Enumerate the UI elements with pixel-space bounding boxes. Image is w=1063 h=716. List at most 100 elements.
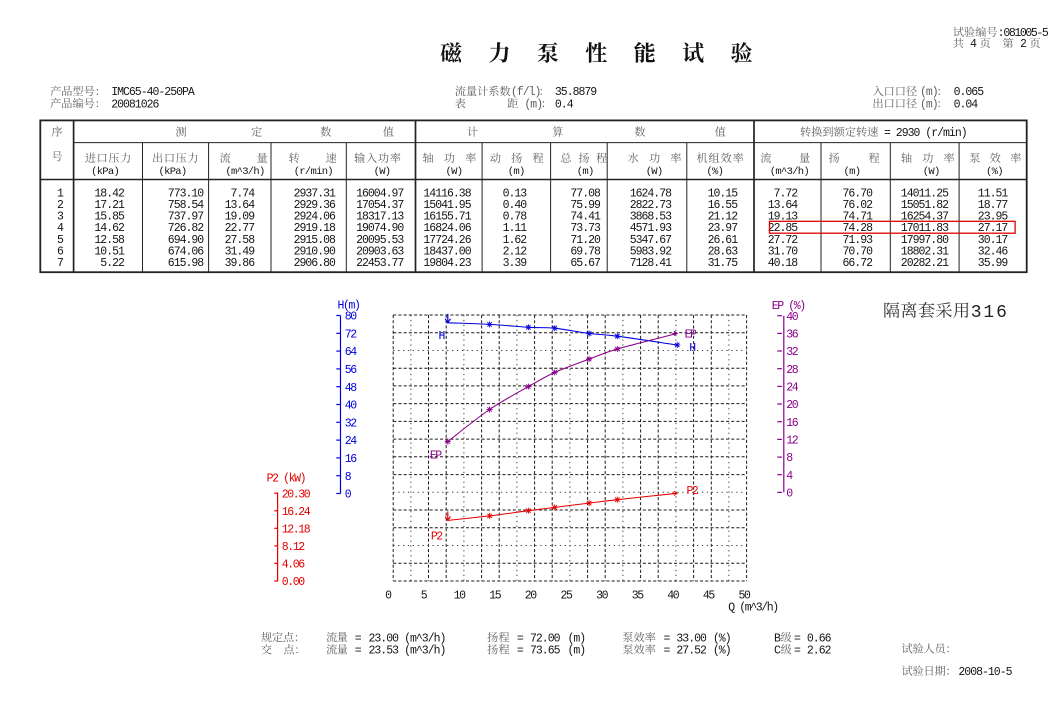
svg-text:23.95: 23.95 xyxy=(978,211,1009,224)
svg-text:76.02: 76.02 xyxy=(843,199,874,212)
svg-text:10: 10 xyxy=(454,589,467,602)
svg-text:15: 15 xyxy=(489,589,502,602)
svg-text:7.74: 7.74 xyxy=(231,187,256,200)
svg-text:(f/l): (f/l) xyxy=(511,86,541,99)
svg-text:72: 72 xyxy=(345,328,358,341)
svg-text:(kPa): (kPa) xyxy=(159,166,187,178)
svg-text:758.54: 758.54 xyxy=(168,199,205,212)
svg-text:0.065: 0.065 xyxy=(954,86,985,99)
svg-text:76.70: 76.70 xyxy=(843,187,874,200)
svg-text:18437.00: 18437.00 xyxy=(423,246,471,259)
svg-text:16824.06: 16824.06 xyxy=(423,222,471,235)
svg-text:28.63: 28.63 xyxy=(708,246,739,259)
svg-text:EP: EP xyxy=(685,328,697,341)
svg-text:73.73: 73.73 xyxy=(570,222,601,235)
svg-text:737.97: 737.97 xyxy=(168,211,204,224)
svg-text:726.82: 726.82 xyxy=(168,222,205,235)
svg-text:26.61: 26.61 xyxy=(708,234,739,247)
svg-text:32: 32 xyxy=(786,346,799,359)
svg-text:17054.37: 17054.37 xyxy=(356,199,403,212)
svg-text:15.85: 15.85 xyxy=(94,211,125,224)
svg-text:2915.08: 2915.08 xyxy=(294,234,336,247)
svg-text:(m): (m) xyxy=(568,645,586,658)
svg-text:EP (%): EP (%) xyxy=(772,300,805,313)
svg-text:16.55: 16.55 xyxy=(708,199,739,212)
svg-text:7.72: 7.72 xyxy=(774,187,799,200)
svg-text:21.12: 21.12 xyxy=(708,211,739,224)
svg-text:20: 20 xyxy=(525,589,538,602)
svg-text:72.00: 72.00 xyxy=(530,632,561,645)
svg-text:Q (m^3/h): Q (m^3/h) xyxy=(728,602,778,615)
svg-text:74.41: 74.41 xyxy=(570,211,601,224)
svg-text:40: 40 xyxy=(786,311,799,324)
svg-text:14011.25: 14011.25 xyxy=(901,187,949,200)
svg-text:0: 0 xyxy=(385,589,392,602)
svg-text:(%): (%) xyxy=(713,632,731,645)
svg-text::: : xyxy=(998,27,1004,40)
svg-text:B: B xyxy=(774,632,781,645)
svg-text:=: = xyxy=(794,645,801,658)
svg-text:35.99: 35.99 xyxy=(978,257,1009,270)
svg-text:=: = xyxy=(355,632,362,645)
svg-text:IMC65-40-250PA: IMC65-40-250PA xyxy=(111,86,195,99)
svg-text:=: = xyxy=(517,632,524,645)
svg-text:0.00: 0.00 xyxy=(282,576,306,589)
svg-text:31.49: 31.49 xyxy=(225,246,256,259)
svg-text:0.66: 0.66 xyxy=(807,632,832,645)
svg-text:73.65: 73.65 xyxy=(530,645,561,658)
svg-text:(%): (%) xyxy=(706,166,723,178)
svg-text:(m): (m) xyxy=(920,98,938,111)
svg-text:2910.90: 2910.90 xyxy=(294,246,336,259)
svg-text:35.8879: 35.8879 xyxy=(555,86,597,99)
svg-text:23.97: 23.97 xyxy=(708,222,738,235)
svg-text:1.62: 1.62 xyxy=(503,234,528,247)
svg-text:77.08: 77.08 xyxy=(570,187,601,200)
svg-text:(m): (m) xyxy=(568,632,586,645)
svg-text:22453.77: 22453.77 xyxy=(356,257,403,270)
svg-text:3: 3 xyxy=(57,211,64,224)
svg-text:75.99: 75.99 xyxy=(570,199,601,212)
svg-text:0.78: 0.78 xyxy=(503,211,528,224)
svg-text:27.52: 27.52 xyxy=(676,645,707,658)
svg-text:20.30: 20.30 xyxy=(282,488,311,501)
svg-text:28: 28 xyxy=(786,364,799,377)
svg-text:20903.63: 20903.63 xyxy=(356,246,404,259)
svg-text:45: 45 xyxy=(703,589,716,602)
svg-text:2924.06: 2924.06 xyxy=(294,211,336,224)
svg-text:8.12: 8.12 xyxy=(282,541,306,554)
svg-text:31.75: 31.75 xyxy=(708,257,739,270)
svg-text:2008-10-5: 2008-10-5 xyxy=(958,666,1012,679)
svg-text:081005-5: 081005-5 xyxy=(1003,27,1049,40)
svg-text:19804.23: 19804.23 xyxy=(423,257,471,270)
svg-text:2906.80: 2906.80 xyxy=(294,257,336,270)
svg-text:(m^3/h): (m^3/h) xyxy=(404,645,445,658)
svg-text:24: 24 xyxy=(345,435,358,448)
svg-text:14.62: 14.62 xyxy=(94,222,125,235)
svg-text:16004.97: 16004.97 xyxy=(356,187,403,200)
svg-text:0: 0 xyxy=(786,488,793,501)
svg-text:17997.80: 17997.80 xyxy=(901,234,949,247)
svg-text:71.20: 71.20 xyxy=(570,234,601,247)
svg-text:2929.36: 2929.36 xyxy=(294,199,336,212)
svg-text:(W): (W) xyxy=(446,166,463,178)
svg-text:2.62: 2.62 xyxy=(807,645,832,658)
svg-text:13.64: 13.64 xyxy=(225,199,256,212)
svg-text:16: 16 xyxy=(345,453,358,466)
svg-text:33.00: 33.00 xyxy=(676,632,707,645)
svg-text:2: 2 xyxy=(1020,38,1027,51)
svg-text:7: 7 xyxy=(57,257,63,270)
svg-text:(m): (m) xyxy=(920,86,938,99)
svg-text:19.13: 19.13 xyxy=(768,211,799,224)
svg-text:(%): (%) xyxy=(713,645,731,658)
svg-text:(%): (%) xyxy=(986,166,1003,178)
svg-text:1624.78: 1624.78 xyxy=(630,187,672,200)
svg-text:H: H xyxy=(439,330,445,343)
svg-text:2: 2 xyxy=(57,199,64,212)
svg-text:0.13: 0.13 xyxy=(503,187,528,200)
svg-text:0.04: 0.04 xyxy=(954,98,979,111)
svg-text:4: 4 xyxy=(970,38,977,51)
svg-text:(m): (m) xyxy=(577,166,594,178)
svg-text:=: = xyxy=(794,632,801,645)
svg-text:P2 (kW): P2 (kW) xyxy=(267,472,306,485)
svg-text:16: 16 xyxy=(786,417,799,430)
